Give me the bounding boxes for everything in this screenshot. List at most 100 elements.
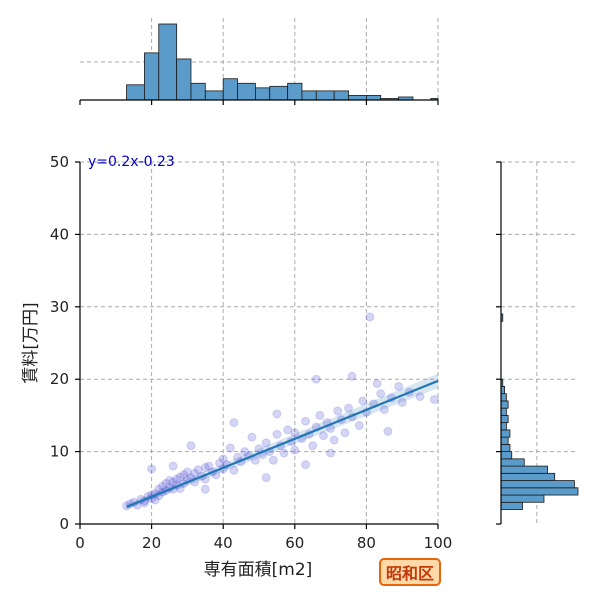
- y-axis-label: 賃料[万円]: [21, 302, 41, 383]
- histogram-bar-y: [500, 443, 511, 452]
- histogram-bar-x: [365, 95, 382, 101]
- scatter-point: [261, 438, 271, 448]
- histogram-bar-x: [126, 84, 145, 101]
- scatter-point: [193, 465, 203, 475]
- histogram-bar-y: [500, 407, 507, 416]
- scatter-point: [200, 484, 210, 494]
- scatter-point: [318, 431, 328, 441]
- y-tick-label: 10: [50, 443, 69, 461]
- scatter-point: [394, 381, 404, 391]
- histogram-bar-x: [287, 82, 303, 101]
- x-axis-label: 専有面積[m2]: [204, 560, 313, 580]
- scatter-point: [240, 447, 250, 457]
- scatter-point: [175, 472, 185, 482]
- marginal-y-histogram: [496, 161, 579, 525]
- scatter-point: [204, 461, 214, 471]
- histogram-bar-x: [333, 90, 349, 101]
- histogram-bar-y: [500, 472, 556, 481]
- scatter-point: [179, 470, 189, 480]
- scatter-point: [147, 464, 157, 474]
- y-tick-label: 20: [50, 370, 69, 388]
- scatter-point: [308, 441, 318, 451]
- scatter-point: [268, 455, 278, 465]
- scatter-point: [326, 448, 336, 458]
- scatter-point: [172, 474, 182, 484]
- scatter-point: [415, 392, 425, 402]
- scatter-point: [157, 481, 167, 491]
- histogram-bar-x: [237, 82, 256, 101]
- y-tick-label: 50: [50, 153, 69, 171]
- scatter-point: [358, 396, 368, 406]
- x-tick-label: 40: [214, 534, 233, 552]
- scatter-point: [290, 445, 300, 455]
- scatter-point: [365, 312, 375, 322]
- scatter-point: [229, 418, 239, 428]
- regression-line: [126, 379, 439, 508]
- histogram-bar-y: [500, 487, 579, 496]
- y-tick-label: 0: [59, 515, 69, 533]
- histogram-bar-x: [204, 90, 224, 101]
- histogram-bar-x: [158, 23, 178, 101]
- scatter-point: [347, 371, 357, 381]
- histogram-bar-y: [500, 458, 525, 467]
- histogram-bar-x: [269, 85, 289, 101]
- scatter-point: [290, 428, 300, 438]
- histogram-bar-y: [500, 414, 509, 424]
- x-tick-label: 20: [142, 534, 161, 552]
- scatter-point: [397, 397, 407, 407]
- scatter-point: [283, 425, 293, 435]
- scatter-point: [372, 379, 382, 389]
- scatter-point: [344, 403, 353, 413]
- scatter-plot-area: 0 20 40 60 80 100 0 10 20 30 40 50: [50, 153, 452, 552]
- scatter-point: [329, 435, 339, 445]
- scatter-point: [272, 429, 282, 439]
- x-tick-label: 0: [75, 534, 85, 552]
- histogram-bar-x: [190, 82, 206, 101]
- scatter-point: [333, 406, 343, 416]
- scatter-point: [272, 409, 282, 419]
- scatter-point: [429, 394, 439, 404]
- histogram-bar-x: [301, 90, 317, 101]
- scatter-point: [225, 443, 235, 453]
- histogram-bar-y: [500, 465, 548, 474]
- scatter-point: [168, 477, 178, 487]
- scatter-point: [182, 467, 192, 477]
- scatter-point: [340, 428, 350, 438]
- x-tick-label: 60: [285, 534, 304, 552]
- scatter-point: [279, 448, 289, 458]
- scatter-point: [354, 421, 364, 431]
- histogram-bar-y: [500, 393, 507, 402]
- scatter-point: [200, 463, 210, 473]
- scatter-point: [168, 461, 178, 471]
- scatter-point: [250, 455, 260, 465]
- histogram-bar-x: [315, 90, 335, 101]
- regression-equation-label: y=0.2x-0.23: [88, 154, 175, 170]
- histogram-bar-y: [500, 480, 575, 489]
- scatter-point: [165, 476, 174, 486]
- scatter-point: [315, 410, 325, 420]
- scatter-point: [261, 473, 271, 483]
- scatter-point: [161, 478, 171, 488]
- scatter-point: [311, 374, 321, 384]
- scatter-point: [379, 405, 389, 415]
- scatter-point: [383, 426, 393, 436]
- histogram-bar-x: [222, 78, 238, 101]
- y-tick-label: 30: [50, 298, 69, 316]
- scatter-point: [229, 465, 239, 475]
- histogram-bar-y: [500, 501, 523, 510]
- x-tick-label: 80: [357, 534, 376, 552]
- histogram-bar-x: [176, 58, 192, 101]
- histogram-bar-y: [500, 436, 509, 445]
- histogram-bar-y: [500, 422, 507, 431]
- histogram-bar-x: [348, 95, 367, 101]
- scatter-point: [215, 458, 225, 468]
- scatter-point: [301, 460, 311, 470]
- histogram-bar-y: [500, 400, 509, 409]
- histogram-bar-x: [144, 52, 160, 101]
- y-tick-label: 40: [50, 225, 69, 243]
- histogram-bar-x: [255, 87, 271, 101]
- scatter-point: [247, 432, 257, 442]
- scatter-point: [186, 441, 196, 451]
- district-badge: 昭和区: [379, 558, 441, 586]
